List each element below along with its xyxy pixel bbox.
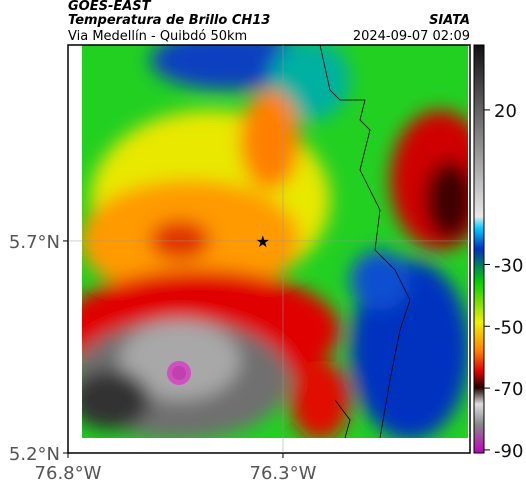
y-tick-label: 5.2°N [9,444,60,465]
timestamp: 2024-09-07 02:09 [353,29,470,44]
map-frame [67,44,471,454]
x-tick-label: 76.8°W [35,463,102,484]
colorbar-tick-label: -70 [494,379,523,400]
title: Temperatura de Brillo CH13 [68,13,270,28]
colorbar-tick-label: 20 [494,101,517,122]
colorbar-tick-label: -50 [494,317,523,338]
colorbar [473,44,485,454]
x-tick-label: 76.3°W [250,463,317,484]
colorbar-tick-label: -90 [494,441,523,462]
location-marker: ★ [256,232,270,251]
credit: SIATA [429,13,470,28]
source: GOES-EAST [68,0,152,14]
temperature-field [82,45,468,438]
y-tick-label: 5.7°N [9,232,60,253]
subtitle: Via Medellín - Quibdó 50km [68,29,247,44]
colorbar-tick-label: -30 [494,255,523,276]
